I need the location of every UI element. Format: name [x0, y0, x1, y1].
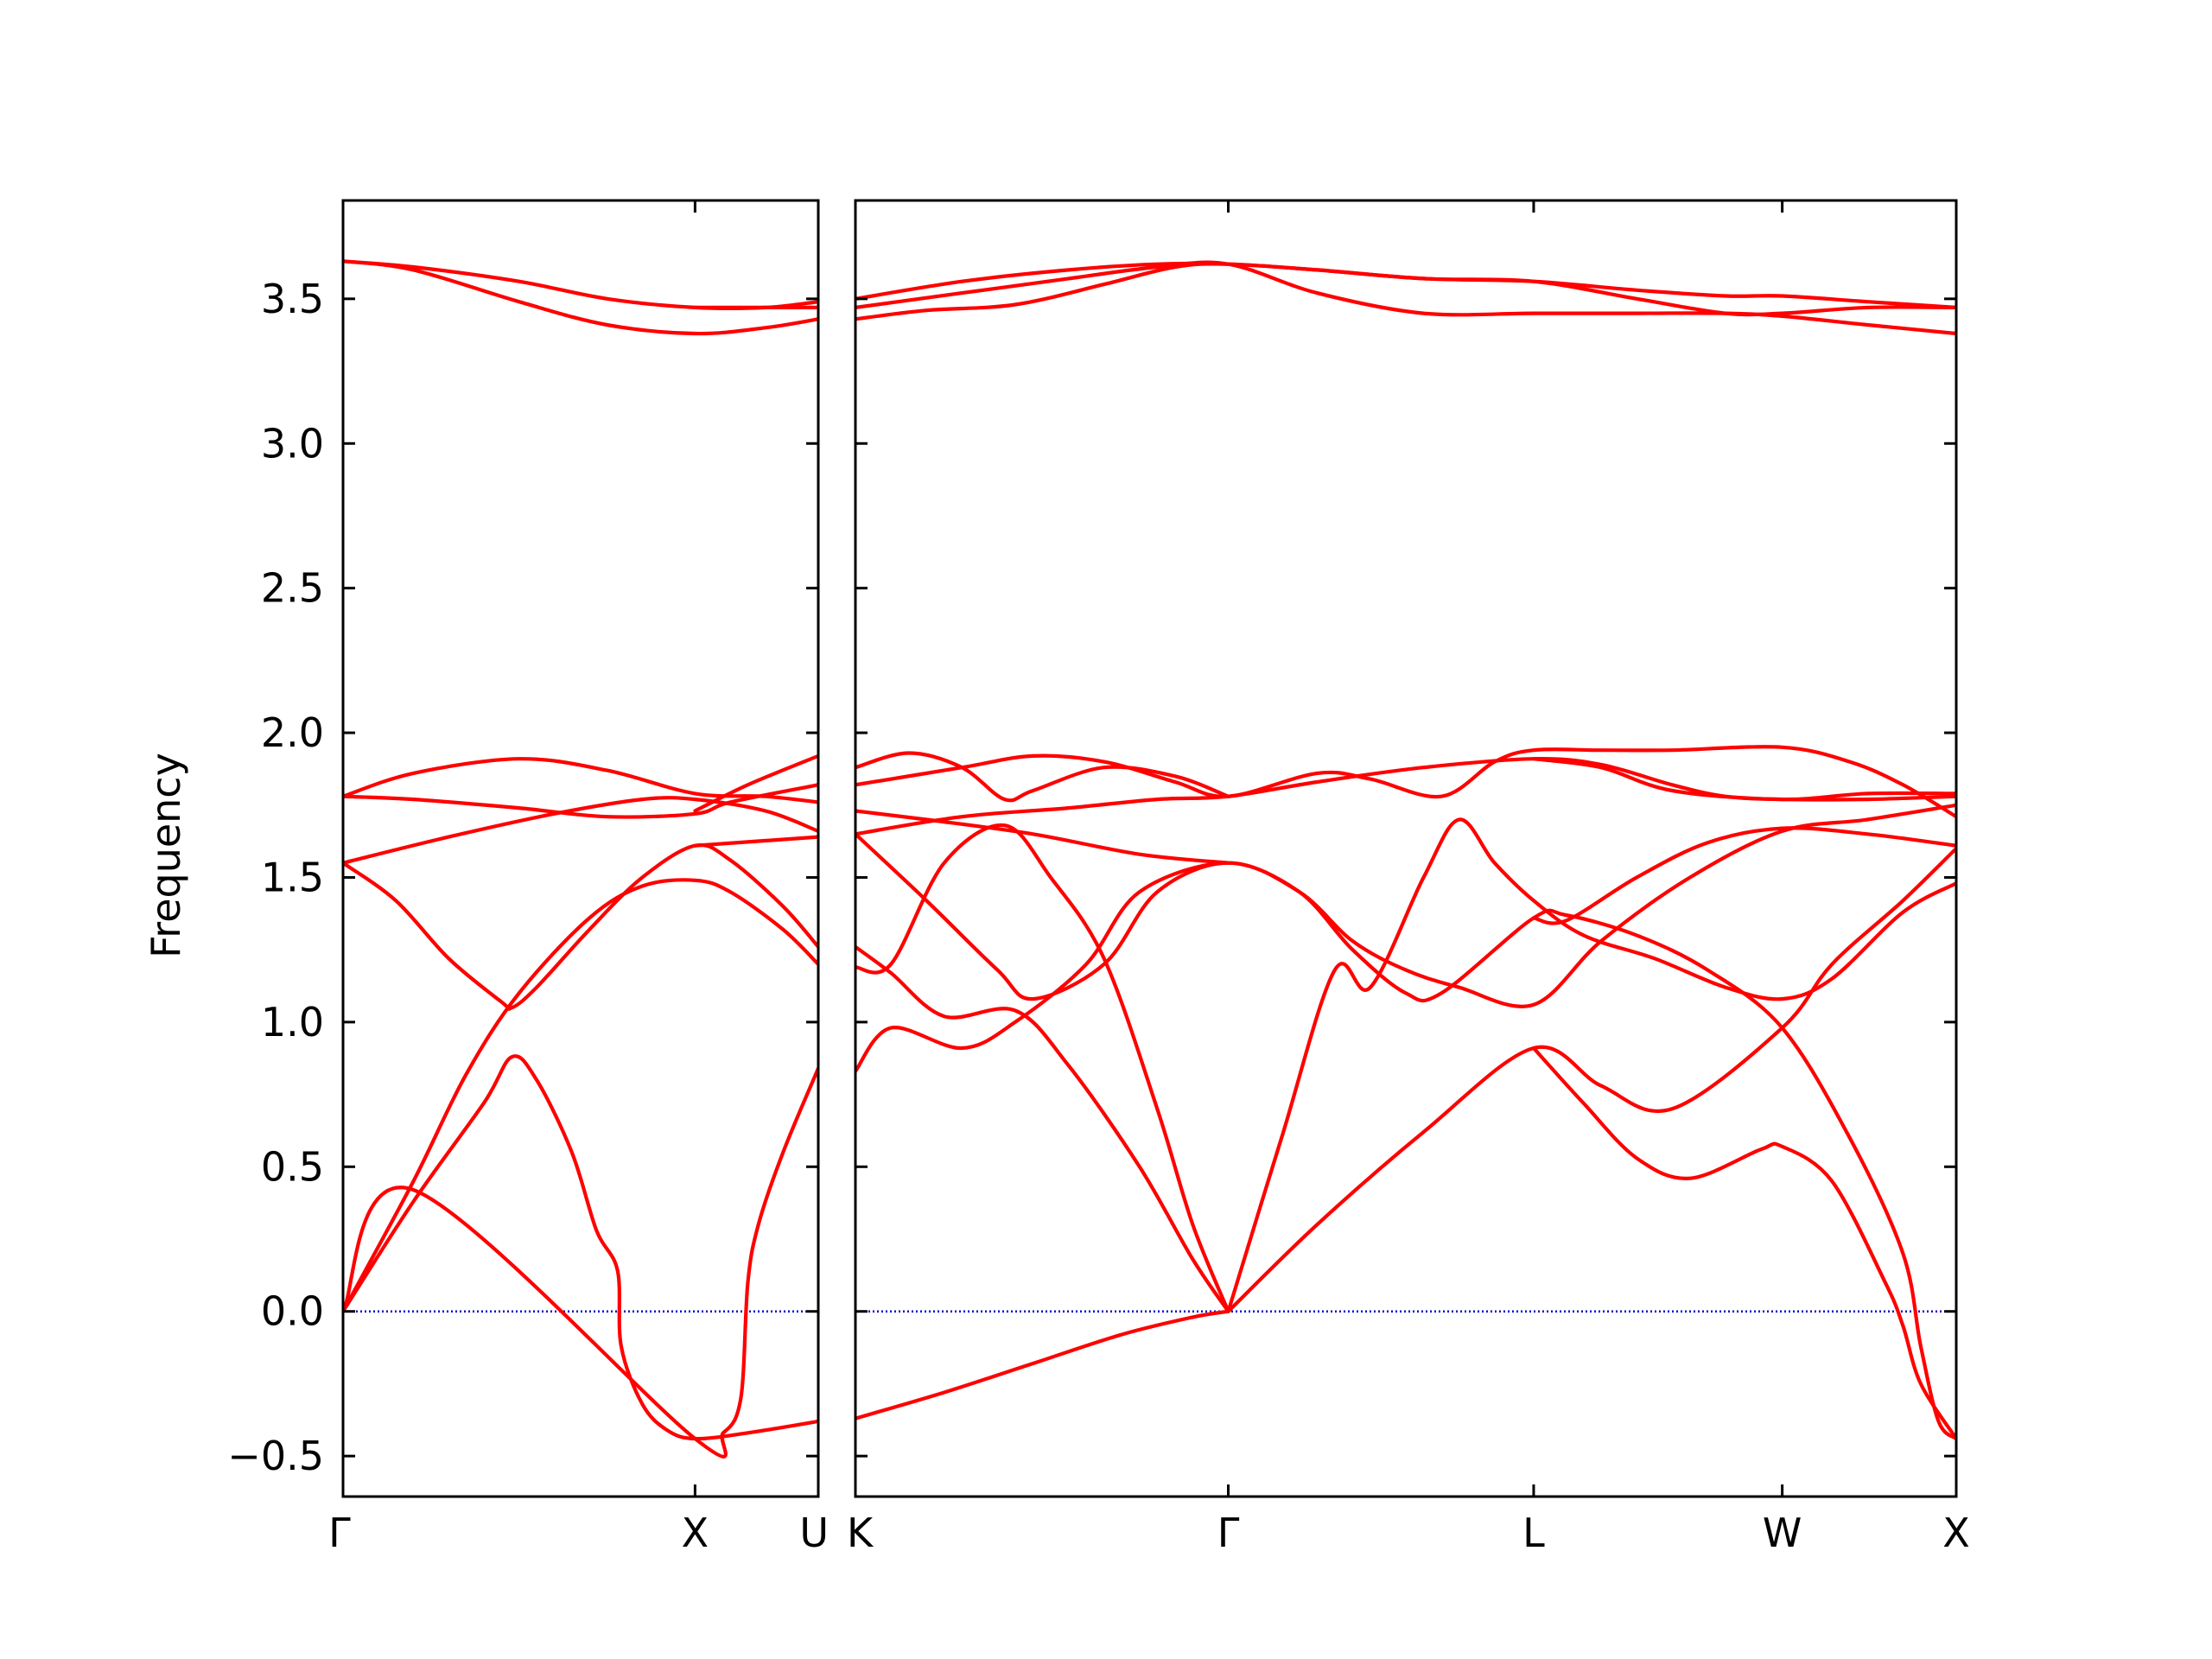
band-line	[1226, 817, 1956, 1313]
y-tick-label: −0.5	[227, 1433, 324, 1479]
x-tick-label: W	[1763, 1510, 1802, 1556]
band-line	[343, 757, 818, 804]
y-tick-label: 0.0	[261, 1288, 324, 1335]
y-tick-label: 2.0	[261, 709, 324, 756]
y-tick-label: 0.5	[261, 1143, 324, 1190]
band-line	[1531, 757, 1956, 802]
band-line	[343, 796, 818, 865]
band-lines	[343, 259, 818, 1459]
y-tick-label: 1.0	[261, 999, 324, 1046]
band-line	[855, 944, 1230, 1313]
band-line	[855, 1309, 1230, 1421]
band-line	[855, 751, 1230, 803]
band-line	[343, 783, 818, 819]
x-tick-label: Γ	[1217, 1510, 1240, 1556]
x-tick-label: K	[847, 1510, 874, 1556]
x-tick-label: X	[1942, 1510, 1970, 1556]
plot-frame	[854, 199, 1958, 1498]
y-axis-label: Frequency	[143, 753, 189, 958]
band-line	[855, 832, 1956, 1441]
band-line	[855, 260, 1956, 336]
band-line	[855, 823, 1230, 1313]
x-tick-label: U	[799, 1510, 829, 1556]
band-line	[343, 1066, 818, 1459]
x-tick-label: L	[1522, 1510, 1545, 1556]
band-line	[693, 835, 818, 848]
band-lines	[855, 260, 1956, 1441]
band-line	[1531, 826, 1956, 925]
band-line	[343, 878, 818, 1313]
y-tick-label: 3.5	[261, 276, 324, 322]
band-line	[1226, 846, 1956, 1313]
plot-frame	[341, 199, 820, 1498]
x-tick-label: Γ	[328, 1510, 351, 1556]
band-line	[343, 842, 818, 1011]
band-line	[855, 803, 1956, 1073]
y-tick-label: 1.5	[261, 854, 324, 900]
y-tick-label: 3.0	[261, 420, 324, 467]
band-line	[855, 745, 1956, 819]
y-axis-tick-labels: −0.5 0.0 0.5 1.0 1.5 2.0 2.5 3.0 3.5	[227, 276, 324, 1479]
band-line	[343, 1054, 818, 1441]
band-line	[1531, 1046, 1956, 1441]
band-line	[855, 809, 1230, 865]
band-line	[693, 753, 818, 813]
band-line	[343, 259, 818, 336]
x-tick-label: X	[682, 1510, 709, 1556]
band-line	[855, 262, 1956, 321]
y-tick-label: 2.5	[261, 565, 324, 612]
